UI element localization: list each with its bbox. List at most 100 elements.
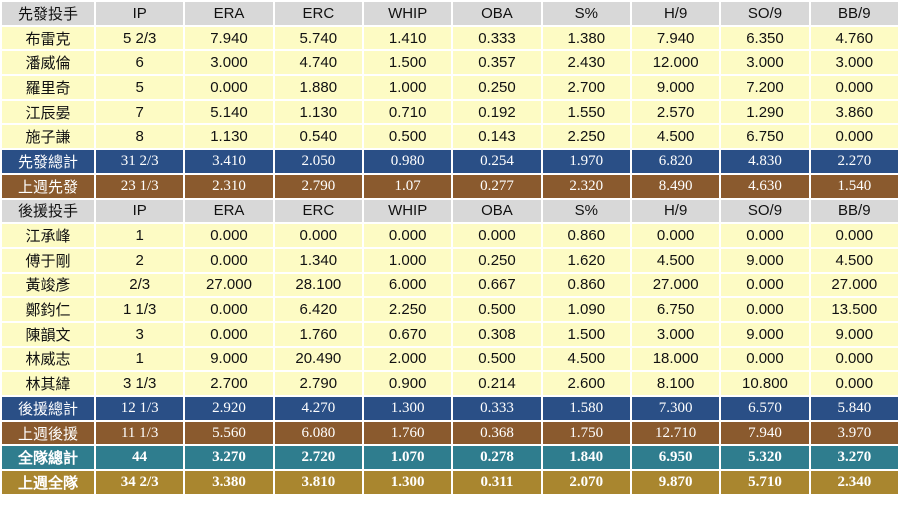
stat-cell: 12 1/3 — [96, 397, 184, 420]
stat-cell: 1.840 — [542, 446, 630, 470]
stat-cell: 0.143 — [453, 125, 541, 149]
stat-cell: 11 1/3 — [96, 421, 184, 445]
stat-cell: 2.250 — [542, 125, 630, 149]
stat-cell: 1.970 — [542, 150, 630, 173]
row-label: 林其緯 — [2, 372, 94, 395]
stat-cell: 4.740 — [274, 51, 362, 75]
stat-cell: 0.000 — [721, 298, 809, 321]
stat-cell: 1.750 — [542, 421, 630, 445]
stat-cell: 0.254 — [453, 150, 541, 173]
stat-cell: 3.000 — [810, 51, 898, 75]
stat-cell: 0.710 — [363, 100, 452, 124]
stat-cell: 4.500 — [810, 248, 898, 272]
stat-cell: 4.500 — [542, 347, 630, 371]
stat-cell: 9.000 — [810, 322, 898, 346]
column-header: ERC — [274, 2, 362, 25]
stat-cell: 1 1/3 — [96, 298, 184, 321]
stat-cell: 6.750 — [721, 125, 809, 149]
stat-cell: 0.900 — [363, 372, 452, 395]
pitcher-row: 陳韻文 3 0.000 1.760 0.670 0.308 1.500 3.000 9.000 9… — [2, 322, 898, 346]
stat-cell: 1.760 — [274, 322, 362, 346]
stat-cell: 1.000 — [363, 76, 452, 99]
section-header-row: 後援投手 IP ERA ERC WHIP OBA S% H/9 SO/9 BB/9 — [2, 199, 898, 223]
pitcher-row: 潘威倫 6 3.000 4.740 1.500 0.357 2.430 12.000 3.000… — [2, 51, 898, 75]
stat-cell: 0.000 — [810, 347, 898, 371]
stat-cell: 1 — [96, 224, 184, 247]
section-title: 後援投手 — [2, 199, 94, 223]
column-header: ERA — [185, 2, 273, 25]
stat-cell: 2.920 — [185, 397, 273, 420]
stat-cell: 1.500 — [542, 322, 630, 346]
column-header: SO/9 — [721, 199, 809, 223]
stat-cell: 3.410 — [185, 150, 273, 173]
column-header: SO/9 — [721, 2, 809, 25]
stat-cell: 1.07 — [363, 174, 452, 198]
stat-cell: 5.320 — [721, 446, 809, 470]
stat-cell: 4.630 — [721, 174, 809, 198]
column-header: S% — [542, 199, 630, 223]
row-label: 施子謙 — [2, 125, 94, 149]
column-header: S% — [542, 2, 630, 25]
stat-cell: 1.000 — [363, 248, 452, 272]
stat-cell: 1.070 — [363, 446, 452, 470]
column-header: IP — [96, 2, 184, 25]
stat-cell: 3.970 — [810, 421, 898, 445]
stat-cell: 3.000 — [631, 322, 720, 346]
section-last-week-row: 上週先發 23 1/3 2.310 2.790 1.07 0.277 2.320 8.490 4… — [2, 174, 898, 198]
row-label: 後援總計 — [2, 397, 94, 420]
stat-cell: 1.620 — [542, 248, 630, 272]
row-label: 陳韻文 — [2, 322, 94, 346]
stat-cell: 3.380 — [185, 471, 273, 494]
stat-cell: 1.090 — [542, 298, 630, 321]
pitcher-row: 林其緯 3 1/3 2.700 2.790 0.900 0.214 2.600 8.100 10… — [2, 372, 898, 395]
stat-cell: 5 2/3 — [96, 26, 184, 50]
stat-cell: 1.500 — [363, 51, 452, 75]
stat-cell: 0.000 — [185, 298, 273, 321]
section-total-row: 後援總計 12 1/3 2.920 4.270 1.300 0.333 1.580 7.300… — [2, 397, 898, 420]
stat-cell: 0.540 — [274, 125, 362, 149]
stat-cell: 2.570 — [631, 100, 720, 124]
stat-cell: 31 2/3 — [96, 150, 184, 173]
column-header: OBA — [453, 199, 541, 223]
stat-cell: 3 — [96, 322, 184, 346]
stat-cell: 3.000 — [721, 51, 809, 75]
stat-cell: 2.050 — [274, 150, 362, 173]
row-label: 林威志 — [2, 347, 94, 371]
pitching-stats-body: 先發投手 IP ERA ERC WHIP OBA S% H/9 SO/9 BB/9 布雷克 5 2/3… — [2, 2, 898, 494]
column-header: WHIP — [363, 199, 452, 223]
stat-cell: 1 — [96, 347, 184, 371]
team-last-week-row: 上週全隊 34 2/3 3.380 3.810 1.300 0.311 2.070 9.870… — [2, 471, 898, 494]
column-header: H/9 — [631, 2, 720, 25]
column-header: ERA — [185, 199, 273, 223]
stat-cell: 7 — [96, 100, 184, 124]
stat-cell: 0.500 — [363, 125, 452, 149]
stat-cell: 8.490 — [631, 174, 720, 198]
stat-cell: 0.000 — [810, 372, 898, 395]
stat-cell: 3 1/3 — [96, 372, 184, 395]
stat-cell: 4.760 — [810, 26, 898, 50]
column-header: OBA — [453, 2, 541, 25]
stat-cell: 7.200 — [721, 76, 809, 99]
stat-cell: 2.070 — [542, 471, 630, 494]
stat-cell: 9.000 — [721, 248, 809, 272]
stat-cell: 1.290 — [721, 100, 809, 124]
stat-cell: 0.860 — [542, 273, 630, 297]
column-header: BB/9 — [810, 199, 898, 223]
stat-cell: 5.740 — [274, 26, 362, 50]
stat-cell: 34 2/3 — [96, 471, 184, 494]
stat-cell: 0.000 — [810, 125, 898, 149]
stat-cell: 3.270 — [810, 446, 898, 470]
row-label: 上週先發 — [2, 174, 94, 198]
stat-cell: 0.311 — [453, 471, 541, 494]
stat-cell: 0.670 — [363, 322, 452, 346]
stat-cell: 44 — [96, 446, 184, 470]
stat-cell: 7.940 — [185, 26, 273, 50]
stat-cell: 6.750 — [631, 298, 720, 321]
stat-cell: 2.700 — [542, 76, 630, 99]
stat-cell: 3.860 — [810, 100, 898, 124]
stat-cell: 2.430 — [542, 51, 630, 75]
stat-cell: 6.000 — [363, 273, 452, 297]
stat-cell: 3.000 — [185, 51, 273, 75]
stat-cell: 1.580 — [542, 397, 630, 420]
stat-cell: 1.340 — [274, 248, 362, 272]
